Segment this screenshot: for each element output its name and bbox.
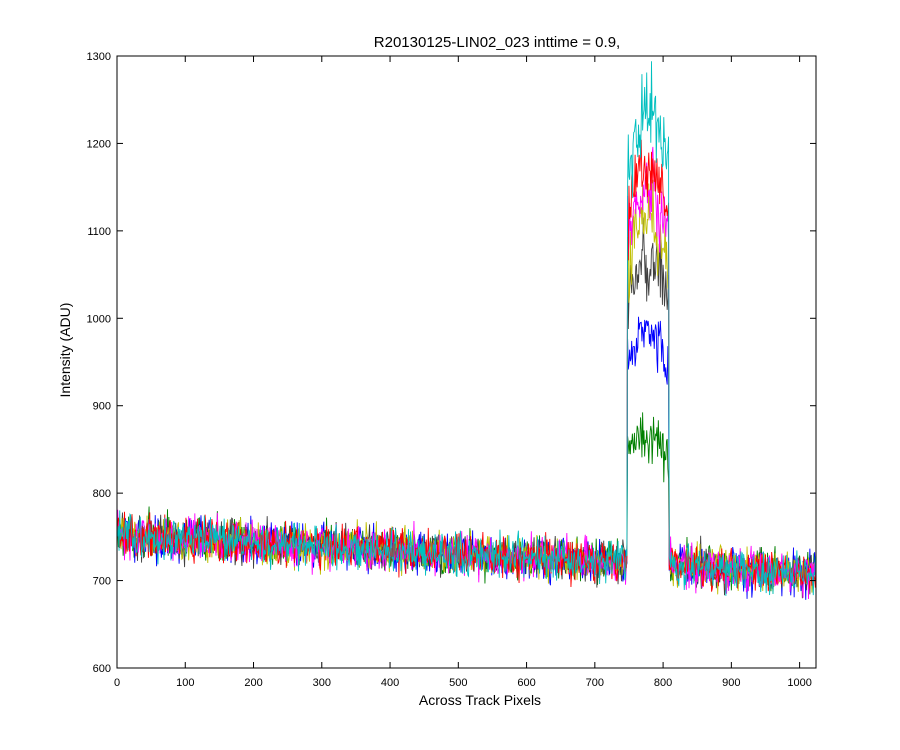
y-axis-ticks: 600 700 800 900 1000 1100 1200 1300 (87, 51, 816, 675)
axes-frame (116, 55, 817, 669)
x-axis-label: Across Track Pixels (419, 692, 541, 708)
y-tick-label: 1000 (87, 313, 111, 325)
x-tick-label: 400 (381, 677, 399, 689)
series-layer (116, 61, 817, 600)
y-tick-label: 900 (93, 401, 111, 413)
y-tick-label: 800 (93, 488, 111, 500)
x-tick-label: 1000 (787, 677, 811, 689)
y-tick-label: 600 (93, 663, 111, 675)
y-tick-label: 1100 (87, 226, 111, 238)
series-line (116, 61, 817, 596)
x-tick-label: 900 (722, 677, 740, 689)
chart-title: R20130125-LIN02_023 inttime = 0.9, (374, 34, 620, 51)
x-tick-label: 700 (586, 677, 604, 689)
x-tick-label: 500 (449, 677, 467, 689)
y-tick-label: 1200 (87, 138, 111, 150)
x-tick-label: 200 (244, 677, 262, 689)
y-tick-label: 700 (93, 576, 111, 588)
x-tick-label: 100 (176, 677, 194, 689)
x-tick-label: 600 (517, 677, 535, 689)
x-tick-label: 300 (313, 677, 331, 689)
y-tick-label: 1300 (87, 51, 111, 63)
x-axis-ticks: 0 100 200 300 400 500 600 700 800 900 1000 (114, 56, 812, 689)
y-axis-label: Intensity (ADU) (57, 303, 73, 398)
x-tick-label: 800 (654, 677, 672, 689)
x-tick-label: 0 (114, 677, 120, 689)
